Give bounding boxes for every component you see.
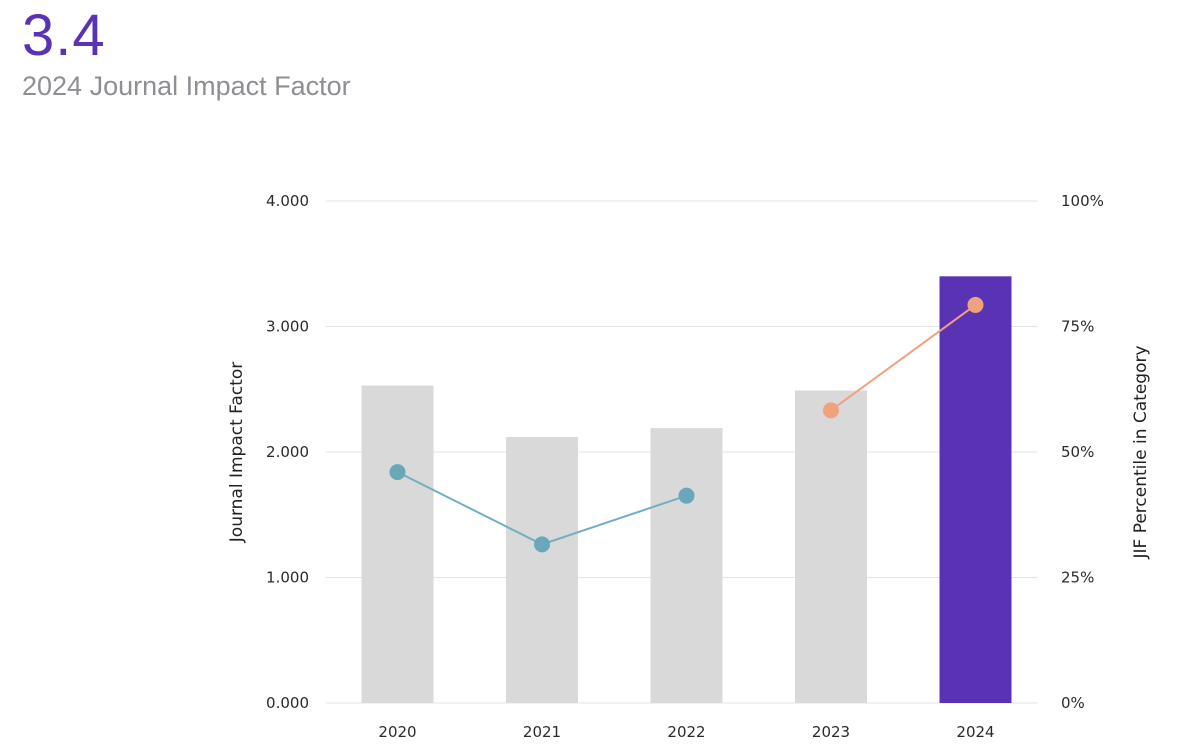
percentile-point-2024 xyxy=(967,296,984,313)
bar-2024 xyxy=(939,276,1012,703)
percentile-point-2021 xyxy=(534,536,550,553)
bars xyxy=(361,276,1012,703)
x-tick-label: 2020 xyxy=(378,723,416,741)
bar-2023 xyxy=(795,390,867,703)
y-tick-label: 4.000 xyxy=(266,192,309,210)
x-tick-label: 2022 xyxy=(667,723,705,741)
y2-tick-label: 0% xyxy=(1061,694,1085,712)
percentile-point-2023 xyxy=(823,402,839,419)
bar-2022 xyxy=(650,428,723,703)
y2-tick-label: 50% xyxy=(1061,443,1094,461)
impact-factor-label: 2024 Journal Impact Factor xyxy=(22,71,351,101)
y2-axis-title: JIF Percentile in Category xyxy=(1131,345,1151,559)
percentile-point-2020 xyxy=(389,464,406,481)
tick-labels: 0.000 0% 1.000 25% 2.000 50% 3.000 75% 4.000 100%… xyxy=(266,192,1104,741)
y-tick-label: 1.000 xyxy=(266,569,309,587)
y-tick-label: 0.000 xyxy=(266,694,309,712)
y2-tick-label: 25% xyxy=(1061,569,1094,587)
bar-2020 xyxy=(361,385,434,703)
y-axis-title: Journal Impact Factor xyxy=(227,362,247,543)
bar-2021 xyxy=(506,436,578,703)
percentile-line-orange xyxy=(830,304,977,412)
x-tick-label: 2021 xyxy=(523,723,561,741)
percentile-points xyxy=(389,296,984,553)
y2-tick-label: 100% xyxy=(1061,192,1104,210)
y-tick-label: 3.000 xyxy=(266,318,309,336)
y-tick-label: 2.000 xyxy=(266,443,309,461)
x-tick-label: 2024 xyxy=(956,723,994,741)
x-tick-label: 2023 xyxy=(812,723,850,741)
impact-factor-value: 3.4 xyxy=(22,3,106,68)
percentile-point-2022 xyxy=(678,487,695,504)
y2-tick-label: 75% xyxy=(1061,318,1094,336)
headline: 3.4 2024 Journal Impact Factor xyxy=(22,4,351,102)
